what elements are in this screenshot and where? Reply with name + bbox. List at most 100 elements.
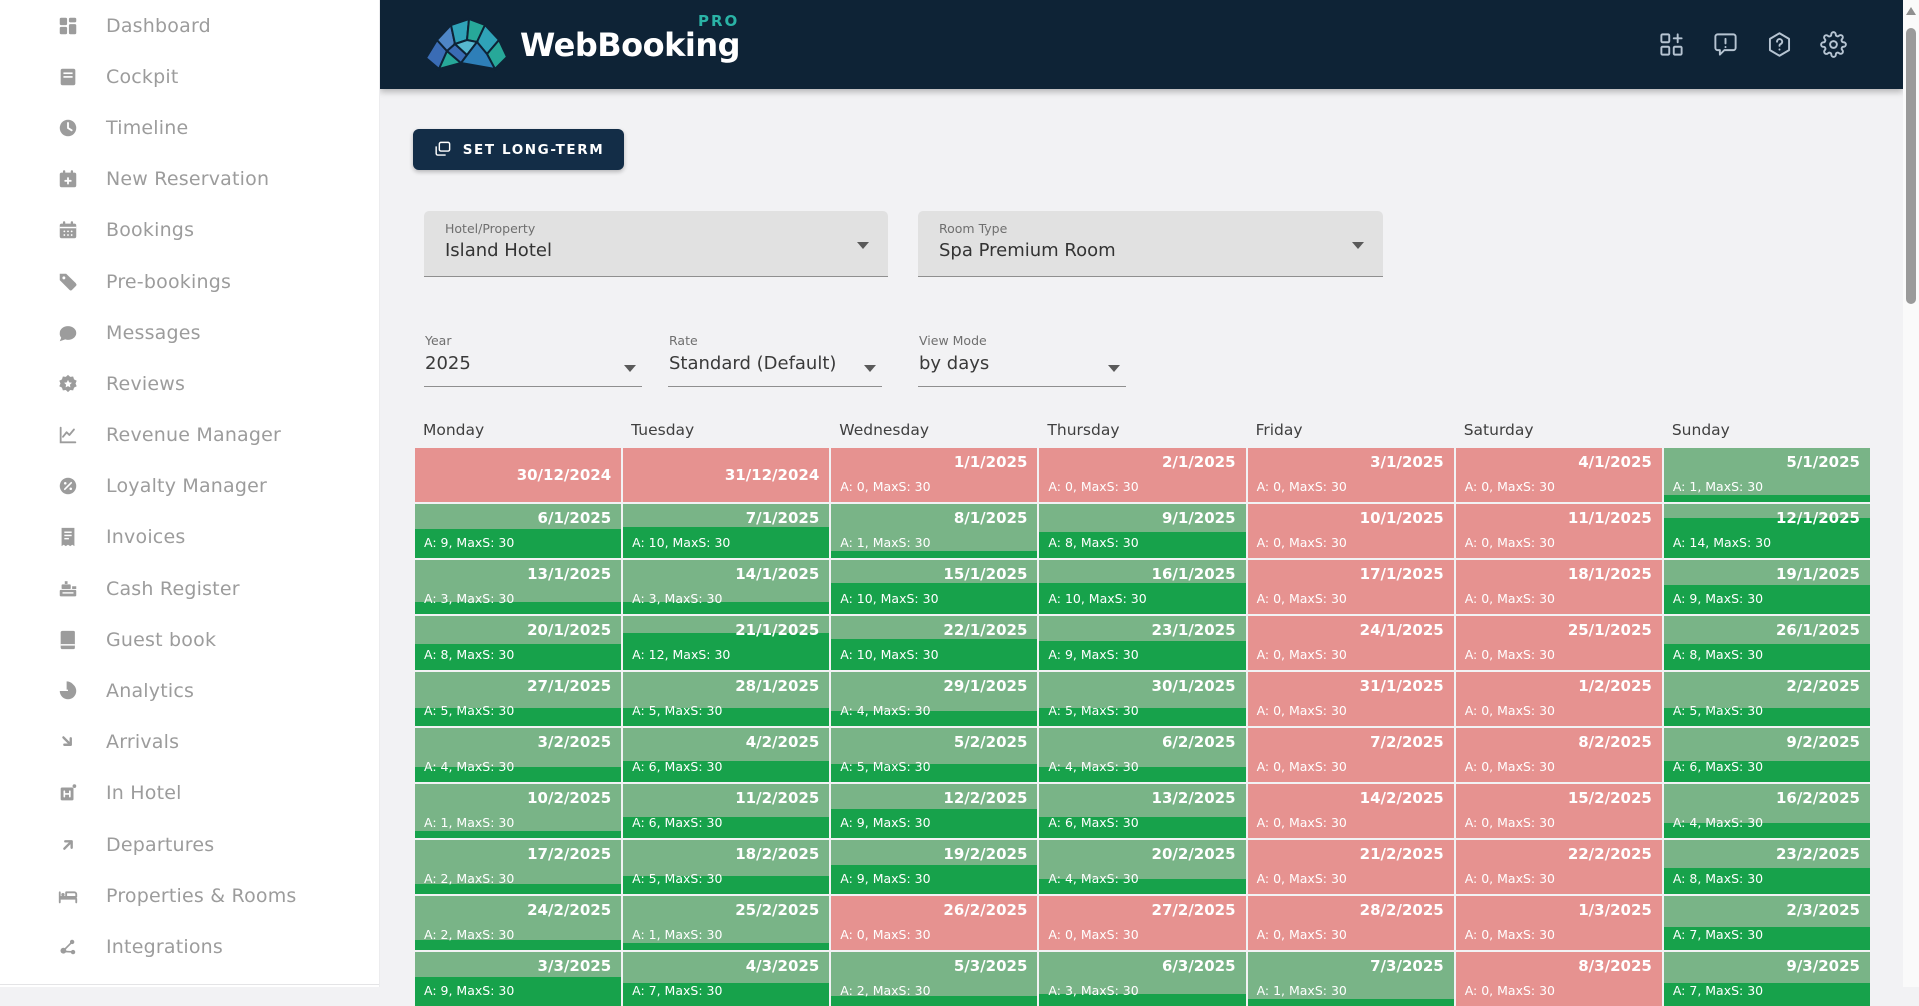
calendar-day-cell[interactable]: 6/3/2025 A: 3, MaxS: 30 [1039, 952, 1246, 1006]
help-hexagon-icon[interactable] [1766, 31, 1793, 58]
calendar-day-cell[interactable]: 5/3/2025 A: 2, MaxS: 30 [831, 952, 1038, 1006]
calendar-day-cell[interactable]: 12/2/2025 A: 9, MaxS: 30 [831, 784, 1038, 838]
settings-gear-icon[interactable] [1820, 31, 1847, 58]
hotel-property-select[interactable]: Hotel/Property Island Hotel [424, 211, 888, 277]
calendar-day-cell[interactable]: 3/1/2025 A: 0, MaxS: 30 [1247, 448, 1454, 502]
sidebar-item-pre-bookings[interactable]: Pre-bookings [0, 256, 379, 307]
view-mode-select[interactable]: View Mode by days [918, 329, 1126, 387]
calendar-day-cell[interactable]: 17/1/2025 A: 0, MaxS: 30 [1247, 560, 1454, 614]
calendar-day-cell[interactable]: 1/2/2025 A: 0, MaxS: 30 [1455, 672, 1662, 726]
calendar-day-cell[interactable]: 21/1/2025 A: 12, MaxS: 30 [623, 616, 830, 670]
calendar-day-cell[interactable]: 4/1/2025 A: 0, MaxS: 30 [1455, 448, 1662, 502]
calendar-day-cell[interactable]: 25/2/2025 A: 1, MaxS: 30 [623, 896, 830, 950]
calendar-day-cell[interactable]: 29/1/2025 A: 4, MaxS: 30 [831, 672, 1038, 726]
calendar-day-cell[interactable]: 6/1/2025 A: 9, MaxS: 30 [415, 504, 622, 558]
calendar-day-cell[interactable]: 2/1/2025 A: 0, MaxS: 30 [1039, 448, 1246, 502]
year-select[interactable]: Year 2025 [424, 329, 642, 387]
sidebar-item-invoices[interactable]: Invoices [0, 512, 379, 563]
sidebar-item-in-hotel[interactable]: In Hotel [0, 768, 379, 819]
calendar-day-cell[interactable]: 31/12/2024 [623, 448, 830, 502]
calendar-day-cell[interactable]: 19/2/2025 A: 9, MaxS: 30 [831, 840, 1038, 894]
calendar-day-cell[interactable]: 23/1/2025 A: 9, MaxS: 30 [1039, 616, 1246, 670]
calendar-day-cell[interactable]: 2/3/2025 A: 7, MaxS: 30 [1663, 896, 1870, 950]
sidebar-item-departures[interactable]: Departures [0, 819, 379, 870]
calendar-day-cell[interactable]: 3/2/2025 A: 4, MaxS: 30 [415, 728, 622, 782]
calendar-day-cell[interactable]: 31/1/2025 A: 0, MaxS: 30 [1247, 672, 1454, 726]
calendar-day-cell[interactable]: 5/2/2025 A: 5, MaxS: 30 [831, 728, 1038, 782]
sidebar-item-loyalty-manager[interactable]: Loyalty Manager [0, 461, 379, 512]
calendar-day-cell[interactable]: 16/1/2025 A: 10, MaxS: 30 [1039, 560, 1246, 614]
sidebar-item-properties-rooms[interactable]: Properties & Rooms [0, 870, 379, 921]
calendar-day-cell[interactable]: 23/2/2025 A: 8, MaxS: 30 [1663, 840, 1870, 894]
calendar-day-cell[interactable]: 4/3/2025 A: 7, MaxS: 30 [623, 952, 830, 1006]
sidebar-item-cockpit[interactable]: Cockpit [0, 51, 379, 102]
sidebar-item-cash-register[interactable]: Cash Register [0, 563, 379, 614]
calendar-day-cell[interactable]: 19/1/2025 A: 9, MaxS: 30 [1663, 560, 1870, 614]
calendar-day-cell[interactable]: 14/2/2025 A: 0, MaxS: 30 [1247, 784, 1454, 838]
calendar-day-cell[interactable]: 27/1/2025 A: 5, MaxS: 30 [415, 672, 622, 726]
calendar-day-cell[interactable]: 14/1/2025 A: 3, MaxS: 30 [623, 560, 830, 614]
calendar-day-cell[interactable]: 2/2/2025 A: 5, MaxS: 30 [1663, 672, 1870, 726]
calendar-day-cell[interactable]: 10/1/2025 A: 0, MaxS: 30 [1247, 504, 1454, 558]
calendar-day-cell[interactable]: 22/1/2025 A: 10, MaxS: 30 [831, 616, 1038, 670]
calendar-day-cell[interactable]: 27/2/2025 A: 0, MaxS: 30 [1039, 896, 1246, 950]
calendar-day-cell[interactable]: 5/1/2025 A: 1, MaxS: 30 [1663, 448, 1870, 502]
calendar-day-cell[interactable]: 26/2/2025 A: 0, MaxS: 30 [831, 896, 1038, 950]
calendar-day-cell[interactable]: 30/1/2025 A: 5, MaxS: 30 [1039, 672, 1246, 726]
calendar-day-cell[interactable]: 25/1/2025 A: 0, MaxS: 30 [1455, 616, 1662, 670]
grid-plus-icon[interactable] [1658, 31, 1685, 58]
sidebar-item-arrivals[interactable]: Arrivals [0, 717, 379, 768]
calendar-day-cell[interactable]: 15/2/2025 A: 0, MaxS: 30 [1455, 784, 1662, 838]
scroll-up-arrow-icon[interactable] [1906, 7, 1916, 15]
sidebar-item-guest-book[interactable]: Guest book [0, 614, 379, 665]
sidebar-item-revenue-manager[interactable]: Revenue Manager [0, 410, 379, 461]
set-long-term-button[interactable]: SET LONG-TERM [413, 129, 624, 170]
scrollbar-thumb[interactable] [1906, 28, 1916, 304]
calendar-day-cell[interactable]: 1/1/2025 A: 0, MaxS: 30 [831, 448, 1038, 502]
calendar-day-cell[interactable]: 18/1/2025 A: 0, MaxS: 30 [1455, 560, 1662, 614]
calendar-day-cell[interactable]: 7/1/2025 A: 10, MaxS: 30 [623, 504, 830, 558]
calendar-day-cell[interactable]: 9/1/2025 A: 8, MaxS: 30 [1039, 504, 1246, 558]
calendar-day-cell[interactable]: 12/1/2025 A: 14, MaxS: 30 [1663, 504, 1870, 558]
calendar-day-cell[interactable]: 15/1/2025 A: 10, MaxS: 30 [831, 560, 1038, 614]
calendar-day-cell[interactable]: 13/1/2025 A: 3, MaxS: 30 [415, 560, 622, 614]
calendar-day-cell[interactable]: 18/2/2025 A: 5, MaxS: 30 [623, 840, 830, 894]
sidebar-item-new-reservation[interactable]: New Reservation [0, 154, 379, 205]
calendar-day-cell[interactable]: 21/2/2025 A: 0, MaxS: 30 [1247, 840, 1454, 894]
calendar-day-cell[interactable]: 7/3/2025 A: 1, MaxS: 30 [1247, 952, 1454, 1006]
rate-select[interactable]: Rate Standard (Default) [668, 329, 882, 387]
calendar-day-cell[interactable]: 10/2/2025 A: 1, MaxS: 30 [415, 784, 622, 838]
room-type-select[interactable]: Room Type Spa Premium Room [918, 211, 1383, 277]
vertical-scrollbar[interactable] [1903, 0, 1919, 987]
calendar-day-cell[interactable]: 8/3/2025 A: 0, MaxS: 30 [1455, 952, 1662, 1006]
calendar-day-cell[interactable]: 24/1/2025 A: 0, MaxS: 30 [1247, 616, 1454, 670]
calendar-day-cell[interactable]: 24/2/2025 A: 2, MaxS: 30 [415, 896, 622, 950]
sidebar-item-bookings[interactable]: Bookings [0, 205, 379, 256]
calendar-day-cell[interactable]: 11/2/2025 A: 6, MaxS: 30 [623, 784, 830, 838]
calendar-day-cell[interactable]: 1/3/2025 A: 0, MaxS: 30 [1455, 896, 1662, 950]
calendar-day-cell[interactable]: 7/2/2025 A: 0, MaxS: 30 [1247, 728, 1454, 782]
sidebar-item-dashboard[interactable]: Dashboard [0, 0, 379, 51]
calendar-day-cell[interactable]: 22/2/2025 A: 0, MaxS: 30 [1455, 840, 1662, 894]
sidebar-item-timeline[interactable]: Timeline [0, 102, 379, 153]
calendar-day-cell[interactable]: 28/1/2025 A: 5, MaxS: 30 [623, 672, 830, 726]
calendar-day-cell[interactable]: 20/2/2025 A: 4, MaxS: 30 [1039, 840, 1246, 894]
sidebar-item-integrations[interactable]: Integrations [0, 921, 379, 972]
calendar-day-cell[interactable]: 9/2/2025 A: 6, MaxS: 30 [1663, 728, 1870, 782]
calendar-day-cell[interactable]: 3/3/2025 A: 9, MaxS: 30 [415, 952, 622, 1006]
calendar-day-cell[interactable]: 16/2/2025 A: 4, MaxS: 30 [1663, 784, 1870, 838]
comment-alert-icon[interactable] [1712, 31, 1739, 58]
calendar-day-cell[interactable]: 30/12/2024 [415, 448, 622, 502]
calendar-day-cell[interactable]: 8/2/2025 A: 0, MaxS: 30 [1455, 728, 1662, 782]
calendar-day-cell[interactable]: 17/2/2025 A: 2, MaxS: 30 [415, 840, 622, 894]
calendar-day-cell[interactable]: 6/2/2025 A: 4, MaxS: 30 [1039, 728, 1246, 782]
calendar-day-cell[interactable]: 4/2/2025 A: 6, MaxS: 30 [623, 728, 830, 782]
calendar-day-cell[interactable]: 9/3/2025 A: 7, MaxS: 30 [1663, 952, 1870, 1006]
sidebar-item-messages[interactable]: Messages [0, 307, 379, 358]
sidebar-item-reviews[interactable]: Reviews [0, 358, 379, 409]
calendar-day-cell[interactable]: 11/1/2025 A: 0, MaxS: 30 [1455, 504, 1662, 558]
sidebar-item-analytics[interactable]: Analytics [0, 665, 379, 716]
calendar-day-cell[interactable]: 26/1/2025 A: 8, MaxS: 30 [1663, 616, 1870, 670]
calendar-day-cell[interactable]: 20/1/2025 A: 8, MaxS: 30 [415, 616, 622, 670]
calendar-day-cell[interactable]: 13/2/2025 A: 6, MaxS: 30 [1039, 784, 1246, 838]
